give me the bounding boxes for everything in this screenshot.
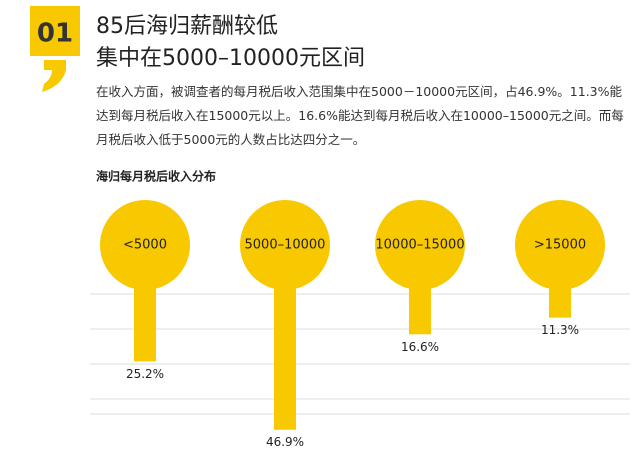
title-line: 集中在5000–10000元区间 [96,46,365,71]
guides [90,293,630,415]
badge-number: 01 [37,19,73,49]
value-label: 11.3% [541,323,579,337]
value-label: 16.6% [401,340,439,354]
bubble [240,200,330,290]
badge [30,6,80,56]
title-line: 85后海归薪酬较低 [96,14,278,39]
value-label: 25.2% [126,367,164,381]
category-label: 5000–10000 [245,238,326,253]
bubble [100,200,190,290]
badge-comma [42,60,66,92]
stem [274,245,296,430]
category-label: >15000 [534,238,586,253]
category-label: 10000–15000 [375,238,464,253]
bubble [375,200,465,290]
paragraph: 在收入方面，被调查者的每月税后收入范围集中在5000－10000元区间，占46.… [96,84,624,147]
category-label: <5000 [123,238,167,253]
value-label: 46.9% [266,435,304,449]
bubble [515,200,605,290]
chart-title: 海归每月税后收入分布 [96,169,216,184]
